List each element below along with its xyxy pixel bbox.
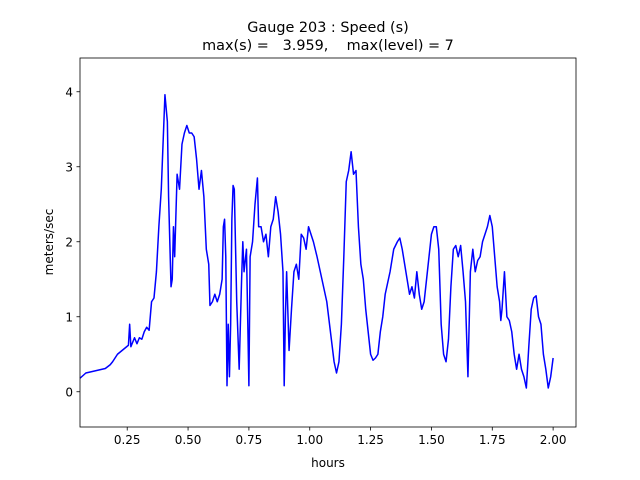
x-tick-label: 2.00	[540, 433, 567, 447]
chart-subtitle: max(s) = 3.959, max(level) = 7	[202, 38, 454, 54]
x-tick-label: 1.50	[418, 433, 445, 447]
y-tick-label: 2	[65, 235, 73, 249]
chart-title: Gauge 203 : Speed (s)	[247, 20, 409, 36]
y-axis-label: meters/sec	[42, 209, 56, 276]
x-tick-label: 0.50	[175, 433, 202, 447]
x-tick-label: 1.25	[357, 433, 384, 447]
y-tick-label: 1	[65, 310, 73, 324]
y-tick-label: 4	[65, 85, 73, 99]
plot-frame	[79, 57, 577, 428]
x-tick-label: 1.75	[479, 433, 506, 447]
x-tick-label: 0.75	[236, 433, 263, 447]
x-axis-label: hours	[311, 456, 345, 470]
x-tick-label: 0.25	[114, 433, 141, 447]
data-line	[79, 94, 554, 389]
y-tick-label: 3	[65, 160, 73, 174]
x-tick-label: 1.00	[296, 433, 323, 447]
y-tick-label: 0	[65, 385, 73, 399]
